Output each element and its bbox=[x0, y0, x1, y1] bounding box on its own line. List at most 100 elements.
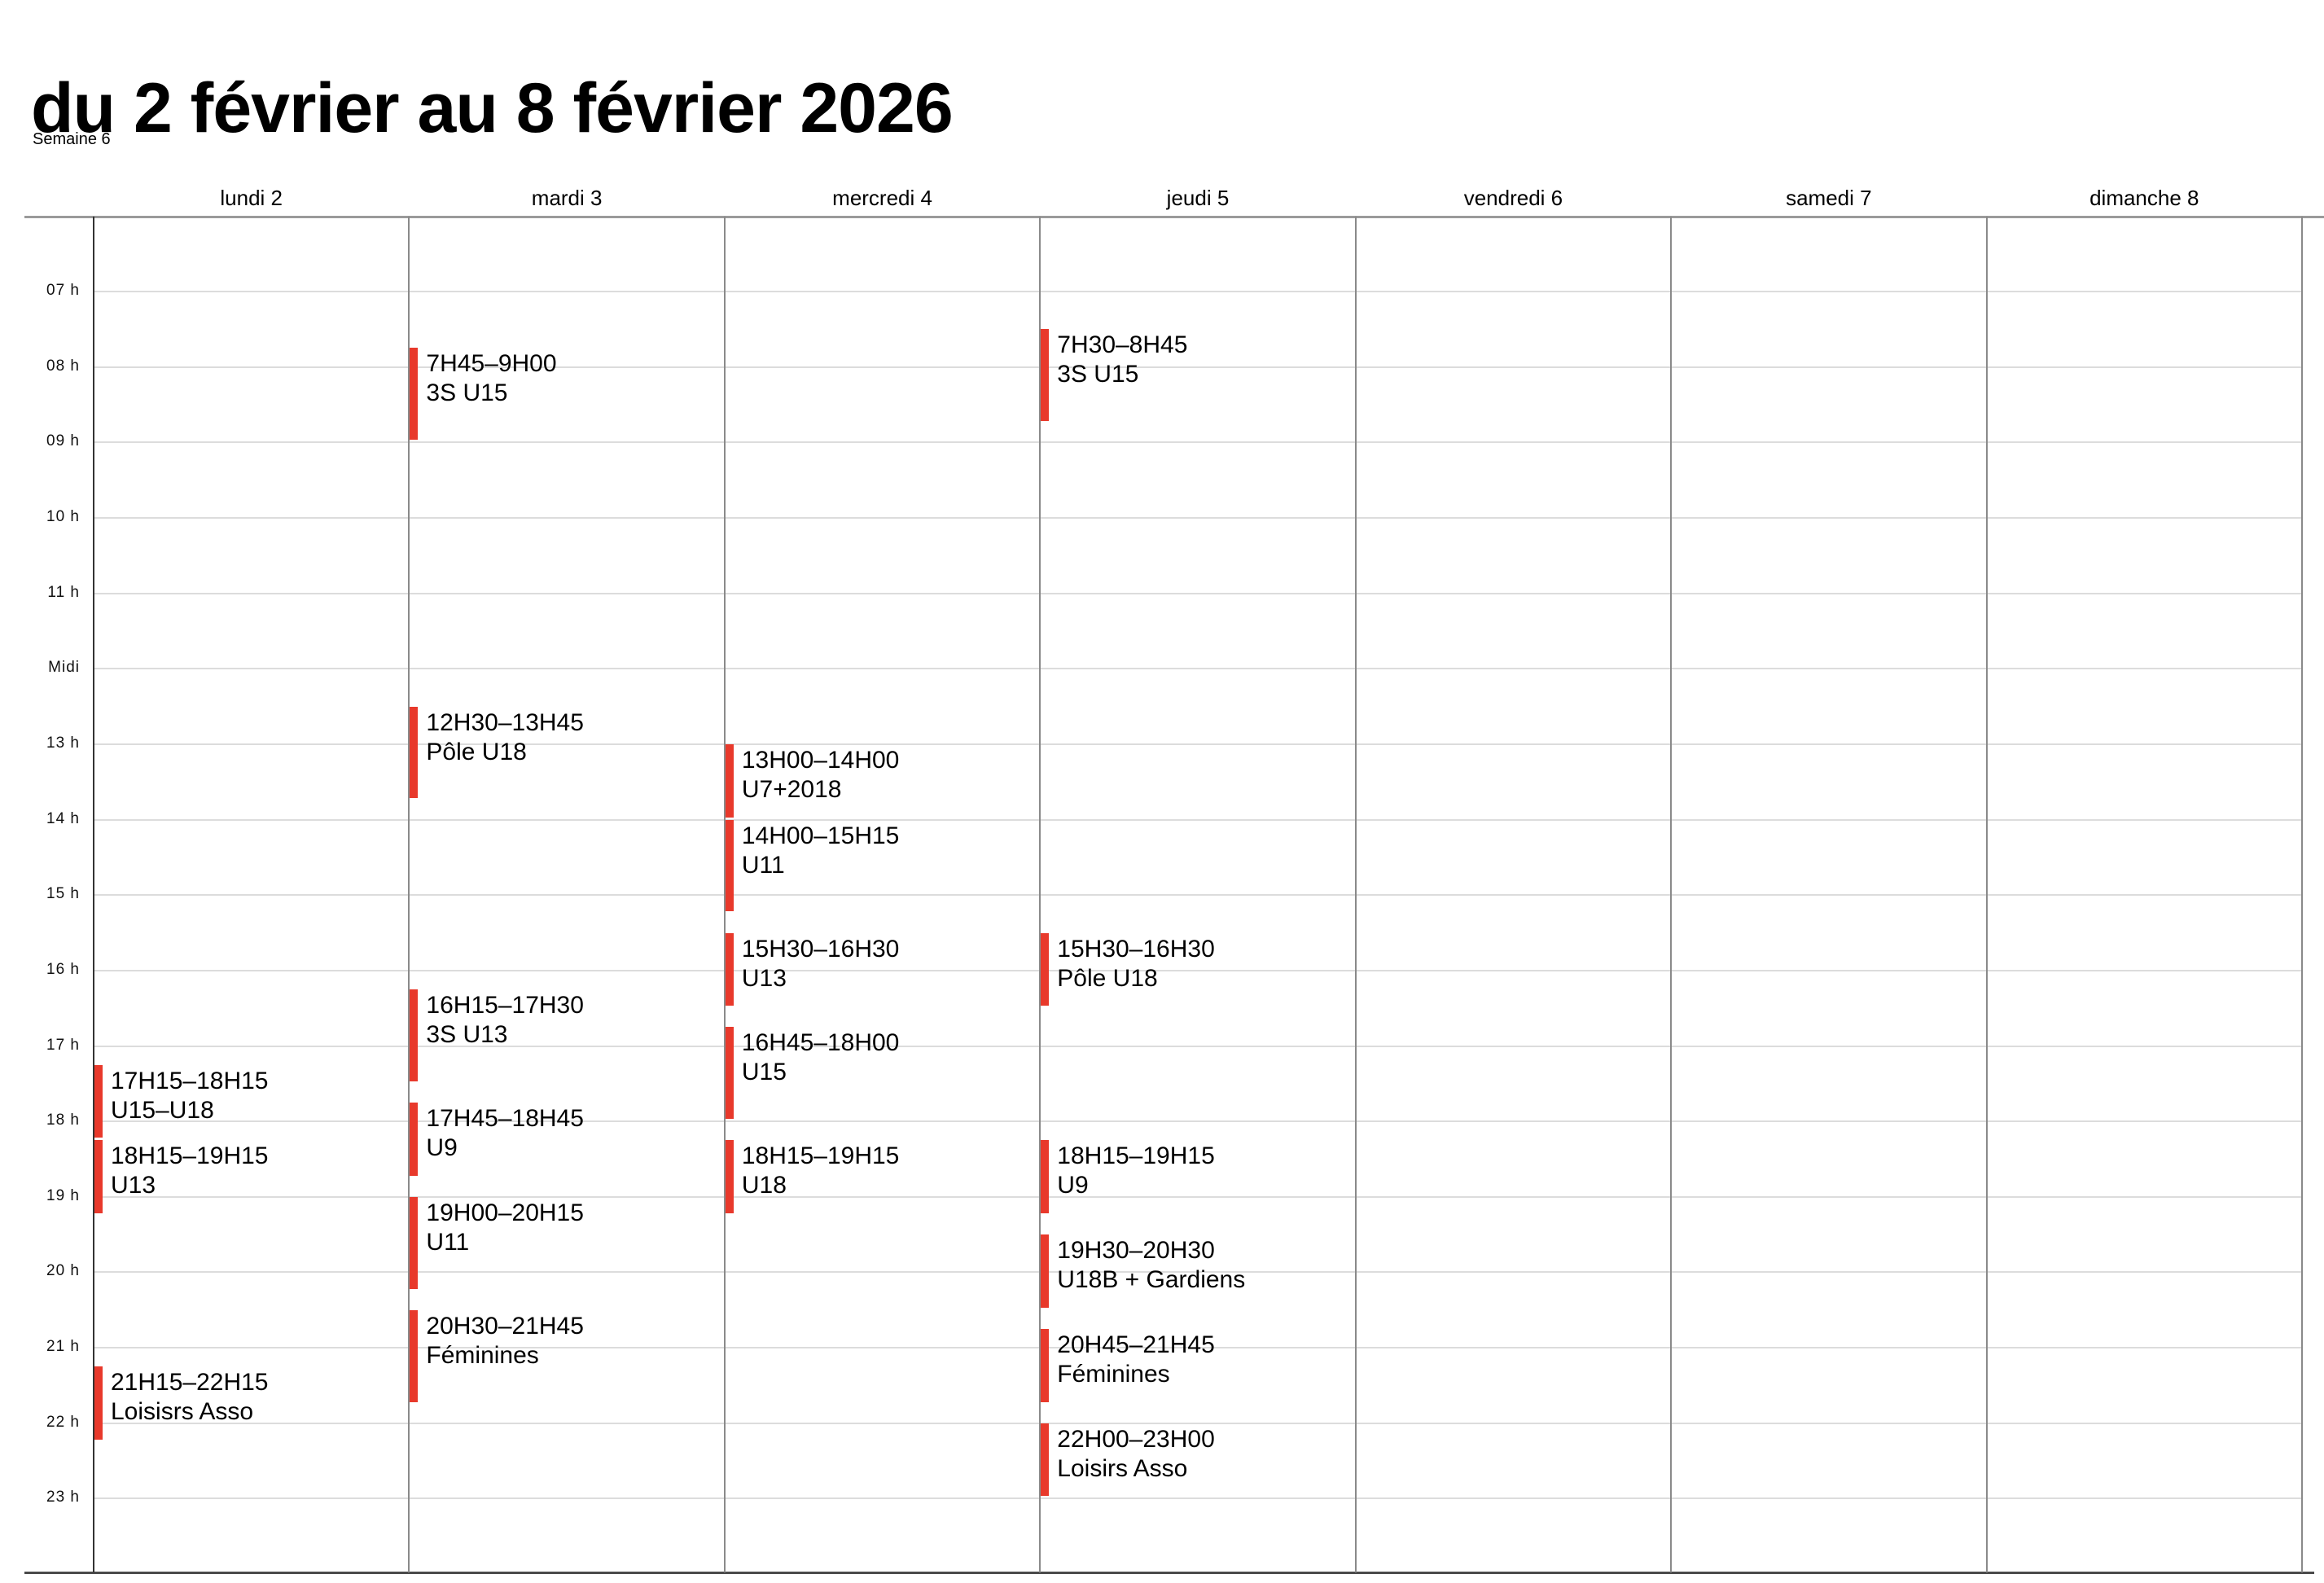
event-color-bar bbox=[725, 1140, 734, 1213]
page-title: du 2 février au 8 février 2026 bbox=[31, 68, 954, 147]
event-text: 18H15–19H15 U13 bbox=[111, 1142, 269, 1200]
event-color-bar bbox=[94, 1366, 103, 1440]
grid-top-border bbox=[24, 216, 2324, 218]
event-text: 18H15–19H15 U9 bbox=[1057, 1142, 1215, 1200]
event[interactable]: 22H00–23H00 Loisirs Asso bbox=[1040, 1423, 1355, 1497]
event-time: 20H45–21H45 bbox=[1057, 1331, 1215, 1358]
event-text: 20H30–21H45 Féminines bbox=[426, 1312, 584, 1370]
hour-label: 20 h bbox=[46, 1262, 80, 1280]
day-header: dimanche 8 bbox=[2089, 186, 2199, 210]
event[interactable]: 13H00–14H00 U7+2018 bbox=[725, 743, 1040, 818]
event-time: 18H15–19H15 bbox=[1057, 1142, 1215, 1170]
hour-label: 07 h bbox=[46, 282, 80, 299]
event-text: 7H30–8H45 3S U15 bbox=[1057, 331, 1187, 389]
event-color-bar bbox=[410, 1196, 419, 1289]
event-text: 17H15–18H15 U15–U18 bbox=[111, 1067, 269, 1125]
event-time: 21H15–22H15 bbox=[111, 1369, 269, 1397]
day-header: jeudi 5 bbox=[1166, 186, 1230, 210]
event-title: U13 bbox=[111, 1172, 156, 1199]
event[interactable]: 15H30–16H30 U13 bbox=[725, 932, 1040, 1006]
event-time: 18H15–19H15 bbox=[111, 1142, 269, 1170]
event-time: 16H15–17H30 bbox=[426, 992, 584, 1019]
hour-line bbox=[94, 1045, 2302, 1047]
event[interactable]: 7H30–8H45 3S U15 bbox=[1040, 329, 1355, 422]
hour-line bbox=[94, 291, 2302, 292]
event-text: 21H15–22H15 Loisisrs Asso bbox=[111, 1368, 269, 1427]
event-text: 12H30–13H45 Pôle U18 bbox=[426, 708, 584, 767]
event-text: 20H45–21H45 Féminines bbox=[1057, 1331, 1215, 1389]
event-time: 16H45–18H00 bbox=[741, 1029, 900, 1057]
event[interactable]: 17H45–18H45 U9 bbox=[409, 1102, 724, 1176]
event-time: 7H45–9H00 bbox=[426, 350, 557, 378]
event-color-bar bbox=[725, 1027, 734, 1120]
event-title: U11 bbox=[741, 851, 785, 879]
event[interactable]: 15H30–16H30 Pôle U18 bbox=[1040, 932, 1355, 1006]
day-header: mercredi 4 bbox=[832, 186, 932, 210]
event[interactable]: 12H30–13H45 Pôle U18 bbox=[409, 706, 724, 799]
event-color-bar bbox=[1041, 1140, 1050, 1213]
event-time: 15H30–16H30 bbox=[1057, 935, 1215, 963]
event-time: 22H00–23H00 bbox=[1057, 1425, 1215, 1453]
hour-line bbox=[94, 894, 2302, 897]
event-title: U15 bbox=[741, 1059, 787, 1086]
event-time: 14H00–15H15 bbox=[741, 822, 900, 849]
event[interactable]: 16H45–18H00 U15 bbox=[725, 1027, 1040, 1120]
event-time: 17H45–18H45 bbox=[426, 1104, 584, 1132]
event[interactable]: 7H45–9H00 3S U15 bbox=[409, 348, 724, 441]
event[interactable]: 14H00–15H15 U11 bbox=[725, 819, 1040, 912]
event-title: U15–U18 bbox=[111, 1096, 214, 1124]
hour-line bbox=[94, 592, 2302, 594]
event-time: 12H30–13H45 bbox=[426, 708, 584, 736]
event[interactable]: 16H15–17H30 3S U13 bbox=[409, 989, 724, 1081]
event[interactable]: 18H15–19H15 U18 bbox=[725, 1140, 1040, 1213]
hour-label: 14 h bbox=[46, 809, 80, 827]
event[interactable]: 21H15–22H15 Loisisrs Asso bbox=[94, 1366, 409, 1440]
event-time: 19H00–20H15 bbox=[426, 1199, 584, 1226]
event[interactable]: 20H45–21H45 Féminines bbox=[1040, 1328, 1355, 1402]
event-title: 3S U13 bbox=[426, 1021, 508, 1048]
hour-label: 23 h bbox=[46, 1489, 80, 1506]
event[interactable]: 19H00–20H15 U11 bbox=[409, 1196, 724, 1289]
day-header: samedi 7 bbox=[1786, 186, 1872, 210]
event-text: 17H45–18H45 U9 bbox=[426, 1104, 584, 1163]
event-title: Loisirs Asso bbox=[1057, 1454, 1188, 1482]
hour-label: 08 h bbox=[46, 357, 80, 375]
column-line bbox=[408, 217, 410, 1572]
hour-line bbox=[94, 441, 2302, 444]
hour-line bbox=[94, 969, 2302, 971]
event-title: U18B + Gardiens bbox=[1057, 1266, 1246, 1294]
event-text: 16H45–18H00 U15 bbox=[742, 1028, 900, 1087]
event-title: Pôle U18 bbox=[1057, 964, 1158, 992]
hour-line bbox=[94, 668, 2302, 670]
hour-label: Midi bbox=[48, 659, 80, 677]
event[interactable]: 17H15–18H15 U15–U18 bbox=[94, 1064, 409, 1138]
event-color-bar bbox=[725, 932, 734, 1006]
hour-label: 16 h bbox=[46, 960, 80, 978]
day-header: lundi 2 bbox=[220, 186, 283, 210]
hour-line bbox=[94, 1347, 2302, 1349]
hour-line bbox=[94, 1271, 2302, 1274]
event-color-bar bbox=[1041, 932, 1050, 1006]
event-color-bar bbox=[410, 1309, 419, 1402]
event-title: 3S U15 bbox=[426, 379, 508, 407]
column-line bbox=[1354, 217, 1357, 1572]
event-text: 19H30–20H30 U18B + Gardiens bbox=[1057, 1236, 1245, 1295]
hour-label: 18 h bbox=[46, 1112, 80, 1129]
event[interactable]: 18H15–19H15 U9 bbox=[1040, 1140, 1355, 1213]
event-color-bar bbox=[94, 1140, 103, 1213]
hour-line bbox=[94, 366, 2302, 368]
column-line bbox=[1039, 217, 1041, 1572]
event-text: 7H45–9H00 3S U15 bbox=[426, 349, 556, 408]
event[interactable]: 19H30–20H30 U18B + Gardiens bbox=[1040, 1234, 1355, 1308]
hour-line bbox=[94, 516, 2302, 519]
event-color-bar bbox=[410, 706, 419, 799]
event[interactable]: 20H30–21H45 Féminines bbox=[409, 1309, 724, 1402]
event-title: 3S U15 bbox=[1057, 361, 1139, 388]
hour-label: 21 h bbox=[46, 1338, 80, 1356]
hour-label: 19 h bbox=[46, 1186, 80, 1204]
event[interactable]: 18H15–19H15 U13 bbox=[94, 1140, 409, 1213]
event-color-bar bbox=[1041, 1423, 1050, 1497]
event-text: 19H00–20H15 U11 bbox=[426, 1199, 584, 1257]
event-text: 22H00–23H00 Loisirs Asso bbox=[1057, 1425, 1215, 1484]
event-time: 19H30–20H30 bbox=[1057, 1237, 1215, 1265]
